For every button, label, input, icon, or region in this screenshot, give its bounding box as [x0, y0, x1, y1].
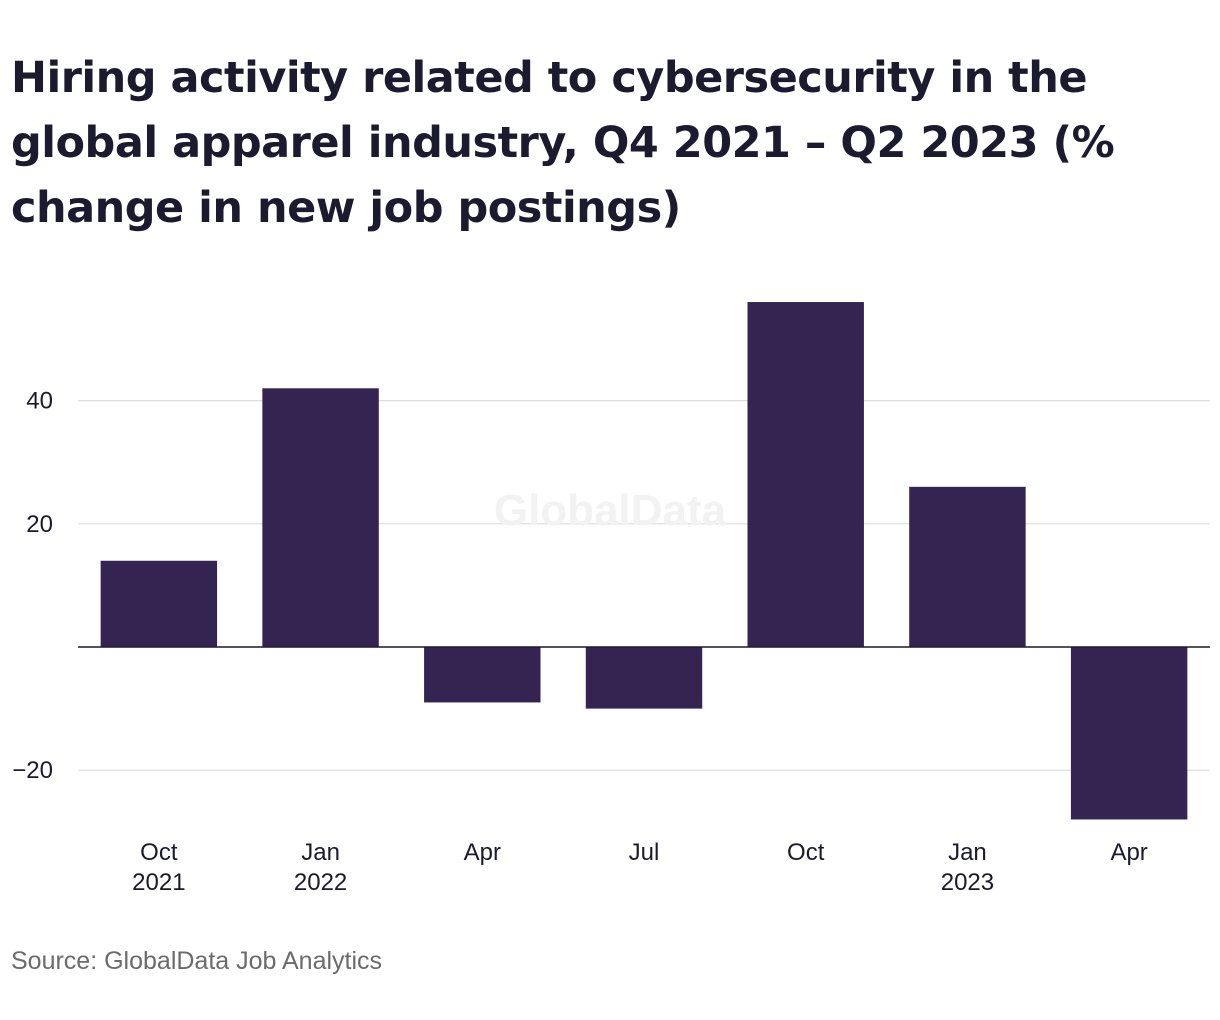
x-tick-label: Oct [787, 839, 825, 866]
x-tick-label: Apr [464, 839, 501, 866]
y-tick-label: −20 [12, 757, 53, 784]
x-axis-ticks: Oct 2021 Jan 2022 Apr Jul Oct Jan 2023 Apr [132, 839, 1148, 896]
bar [424, 647, 541, 703]
chart-title: Hiring activity related to cybersecurity… [11, 53, 1115, 233]
bar [747, 302, 864, 647]
bars [100, 302, 1188, 820]
watermark: GlobalData [494, 486, 727, 535]
y-tick-label: 40 [26, 388, 53, 415]
x-tick-year-label: 2023 [941, 869, 994, 896]
bar [100, 560, 218, 647]
x-tick-year-label: 2022 [294, 869, 347, 896]
x-tick-label: Jul [629, 839, 660, 866]
y-axis-ticks: −20 20 40 [12, 388, 53, 785]
x-tick-label: Apr [1110, 839, 1147, 866]
x-tick-label: Jan [301, 839, 340, 866]
bar [585, 647, 703, 709]
bar [262, 388, 379, 647]
x-tick-label: Oct [140, 839, 178, 866]
source-note: Source: GlobalData Job Analytics [11, 947, 383, 975]
y-tick-label: 20 [26, 511, 53, 538]
x-tick-year-label: 2021 [132, 869, 185, 896]
grid-lines [78, 400, 1210, 771]
x-tick-label: Jan [948, 839, 987, 866]
bar [909, 486, 1026, 647]
bar [1070, 647, 1188, 820]
